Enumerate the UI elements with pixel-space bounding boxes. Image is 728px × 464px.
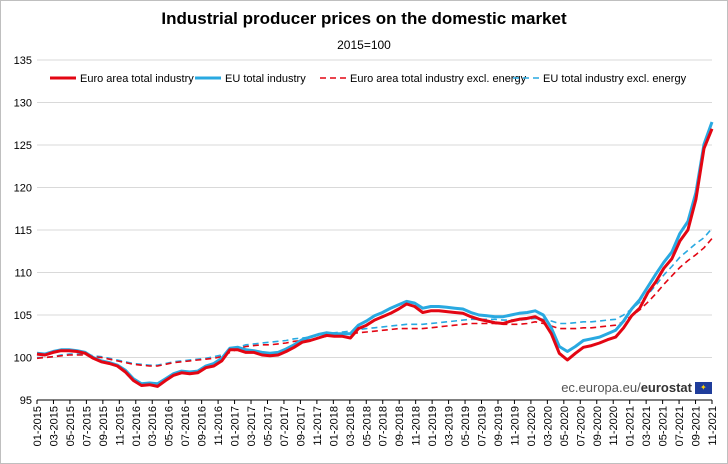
x-tick-label: 07-2021: [674, 406, 686, 446]
x-tick-label: 01-2019: [427, 406, 439, 446]
x-tick-label: 11-2015: [114, 406, 126, 446]
x-tick-label: 03-2020: [542, 406, 554, 446]
x-tick-label: 09-2020: [592, 406, 604, 446]
x-tick-label: 09-2016: [197, 406, 209, 446]
y-tick-label: 100: [14, 353, 32, 365]
chart-subtitle: 2015=100: [337, 38, 391, 52]
series-line-3: [37, 227, 713, 367]
site-url-text: ec.europa.eu/: [561, 380, 641, 395]
x-tick-label: 07-2019: [477, 406, 489, 446]
x-tick-label: 07-2015: [81, 406, 93, 446]
y-tick-label: 115: [14, 225, 32, 237]
y-axis-ticks: 95 100 105 110 115 120 125 130 135: [14, 55, 32, 407]
x-tick-label: 07-2016: [180, 406, 192, 446]
x-tick-label: 01-2015: [32, 406, 44, 446]
x-tick-label: 07-2020: [575, 406, 587, 446]
x-tick-label: 01-2016: [131, 406, 143, 446]
x-tick-label: 09-2017: [295, 406, 307, 446]
x-tick-label: 07-2017: [279, 406, 291, 446]
x-tick-label: 09-2018: [394, 406, 406, 446]
x-tick-label: 07-2018: [378, 406, 390, 446]
x-tick-label: 05-2018: [361, 406, 373, 446]
y-tick-label: 95: [20, 395, 32, 407]
x-tick-label: 05-2021: [658, 406, 670, 446]
x-tick-label: 03-2016: [147, 406, 159, 446]
gridlines: [37, 59, 712, 401]
x-tick-label: 03-2015: [48, 406, 60, 446]
x-tick-label: 01-2021: [625, 406, 637, 446]
eu-flag-icon: ✦: [695, 381, 712, 394]
x-tick-label: 03-2019: [444, 406, 456, 446]
y-tick-label: 125: [14, 140, 32, 152]
x-tick-label: 09-2021: [691, 406, 703, 446]
x-tick-label: 11-2016: [213, 406, 225, 446]
y-tick-label: 110: [14, 268, 32, 280]
x-tick-label: 03-2018: [345, 406, 357, 446]
x-tick-label: 05-2016: [164, 406, 176, 446]
legend-label: EU total industry excl. energy: [543, 73, 687, 85]
x-tick-label: 01-2020: [526, 406, 538, 446]
x-tick-label: 11-2017: [312, 406, 324, 446]
x-tick-label: 09-2015: [98, 406, 110, 446]
series-lines: [36, 121, 714, 388]
brand-text: eurostat: [640, 380, 692, 395]
legend: Euro area total industry EU total industr…: [50, 73, 687, 85]
x-tick-label: 05-2017: [262, 406, 274, 446]
x-tick-label: 11-2021: [707, 406, 719, 446]
x-tick-label: 11-2018: [411, 406, 423, 446]
x-tick-label: 05-2020: [559, 406, 571, 446]
y-tick-label: 130: [14, 98, 32, 110]
x-tick-label: 03-2021: [641, 406, 653, 446]
x-tick-label: 03-2017: [246, 406, 258, 446]
series-line-1: [36, 121, 714, 386]
x-axis-ticks: 01-2015 03-2015 05-2015 07-2015 09-2015 11-20…: [32, 400, 719, 446]
series-line-2: [36, 237, 713, 367]
series-line-0: [36, 128, 714, 388]
legend-label: EU total industry: [225, 73, 306, 85]
x-tick-label: 11-2019: [509, 406, 521, 446]
x-tick-label: 09-2019: [493, 406, 505, 446]
eurostat-logo: ec.europa.eu/eurostat ✦: [561, 380, 712, 395]
x-tick-label: 05-2019: [460, 406, 472, 446]
y-tick-label: 105: [14, 310, 32, 322]
chart-title: Industrial producer prices on the domest…: [161, 9, 567, 28]
y-tick-label: 135: [14, 55, 32, 67]
x-tick-label: 01-2017: [230, 406, 242, 446]
x-tick-label: 01-2018: [328, 406, 340, 446]
x-tick-label: 05-2015: [65, 406, 77, 446]
y-tick-label: 120: [14, 183, 32, 195]
x-tick-label: 11-2020: [608, 406, 620, 446]
legend-label: Euro area total industry: [80, 73, 194, 85]
legend-label: Euro area total industry excl. energy: [350, 73, 527, 85]
